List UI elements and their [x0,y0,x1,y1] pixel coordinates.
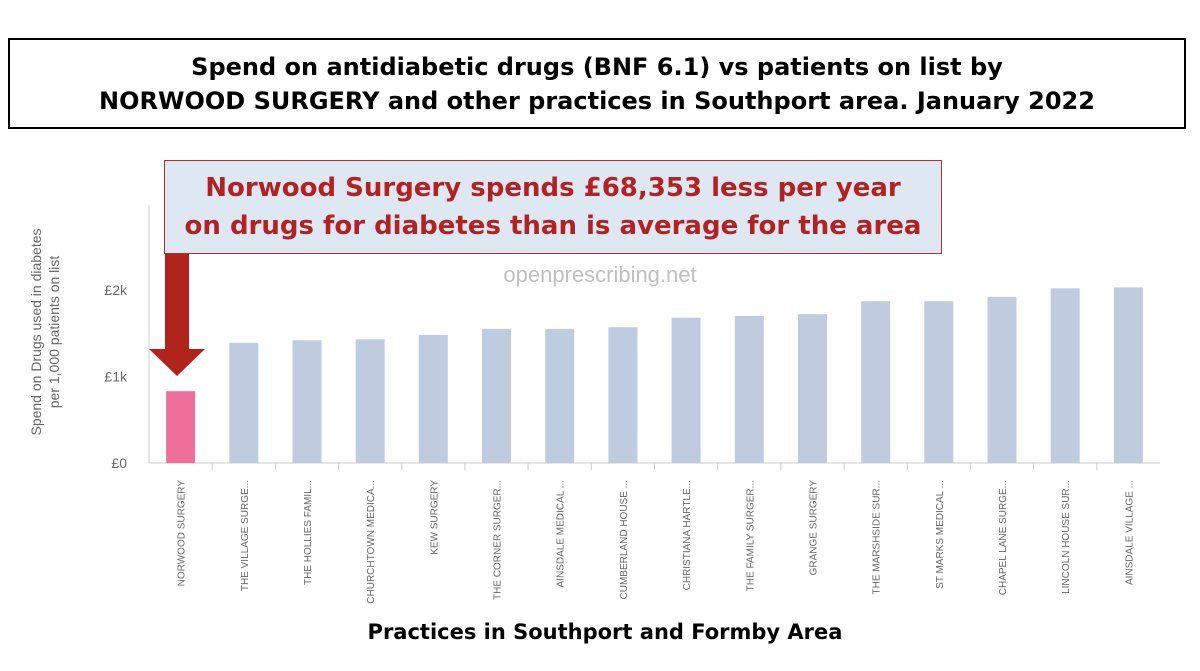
x-tick-label: CHAPEL LANE SURGE... [998,480,1009,595]
chart-title-line2: NORWOOD SURGERY and other practices in S… [99,86,1095,115]
bar [798,314,827,463]
chart-title-box: Spend on antidiabetic drugs (BNF 6.1) vs… [8,38,1186,129]
x-tick-label: CHRISTIANA HARTLE... [682,480,693,590]
x-tick-label: THE CORNER SURGER... [493,480,504,600]
bar [482,328,511,463]
y-axis-title-line1: Spend on Drugs used in diabetes [28,228,44,435]
bar [229,342,259,463]
bar [987,296,1017,463]
bar [734,316,764,463]
x-tick-label: THE VILLAGE SURGE... [240,480,251,591]
y-axis-title-line2: per 1,000 patients on list [46,256,62,409]
x-tick-label: ST MARKS MEDICAL ... [935,480,946,589]
bar [292,340,322,463]
x-tick-label: AINSDALE VILLAGE ... [1124,480,1135,585]
bar [545,328,575,463]
y-axis-title: Spend on Drugs used in diabetes per 1,00… [28,228,62,435]
bar [924,301,954,463]
x-tick-label: GRANGE SURGERY [809,480,820,576]
x-tick-label: LINCOLN HOUSE SUR... [1061,480,1072,594]
bar [608,327,638,463]
y-tick-label: £1k [104,369,128,385]
bar [355,339,385,463]
bar [418,335,448,463]
callout-line1: Norwood Surgery spends £68,353 less per … [205,173,901,203]
callout-line2: on drugs for diabetes than is average fo… [184,211,922,241]
x-tick-label: KEW SURGERY [429,480,440,555]
watermark: openprescribing.net [503,262,697,287]
bar [671,317,701,463]
bar [1050,288,1080,463]
x-tick-label: THE FAMILY SURGER... [745,480,756,591]
callout-box: Norwood Surgery spends £68,353 less per … [164,160,942,254]
bar [861,301,891,463]
bar [1113,287,1143,463]
down-arrow-icon [149,254,205,376]
y-tick-label: £2k [104,282,128,298]
chart-title-line1: Spend on antidiabetic drugs (BNF 6.1) vs… [191,52,1003,81]
x-tick-label: NORWOOD SURGERY [177,480,188,587]
x-tick-label: CHURCHTOWN MEDICA... [366,480,377,604]
x-tick-label: AINSDALE MEDICAL ... [556,480,567,587]
x-tick-label: THE HOLLIES FAMIL... [303,480,314,585]
x-tick-label: THE MARSHSIDE SUR... [872,480,883,594]
bar [166,391,196,463]
x-tick-label: CUMBERLAND HOUSE ... [619,480,630,599]
y-tick-label: £0 [111,455,127,471]
x-axis-title: Practices in Southport and Formby Area [367,620,843,644]
